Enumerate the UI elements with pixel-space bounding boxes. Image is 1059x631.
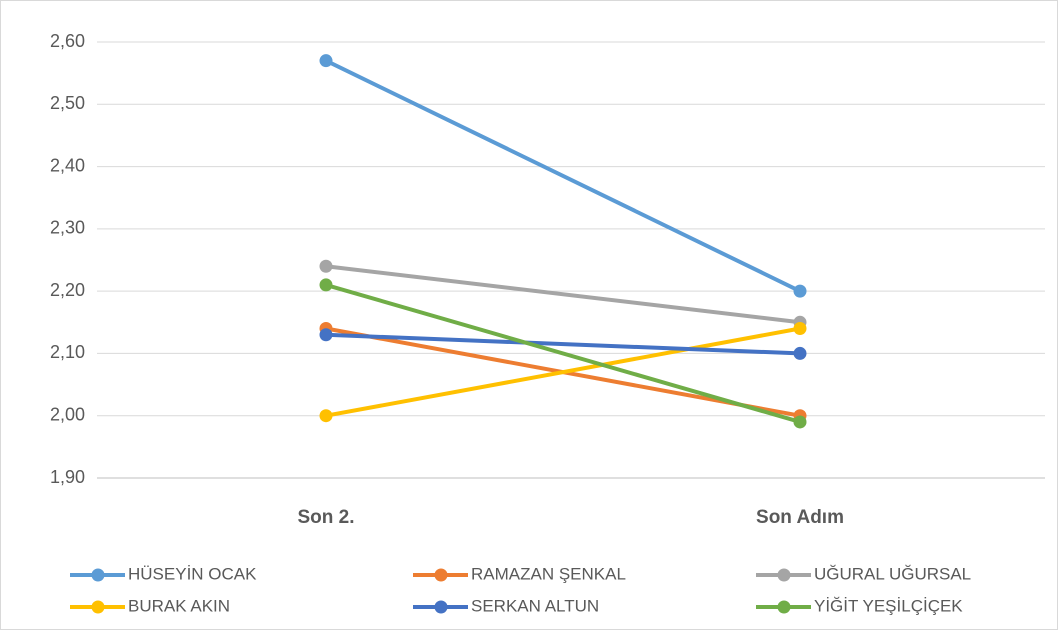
legend-label: RAMAZAN ŞENKAL <box>471 564 626 583</box>
series-marker <box>793 322 807 336</box>
legend-label: UĞURAL UĞURSAL <box>814 564 971 583</box>
legend-label: SERKAN ALTUN <box>471 596 599 615</box>
legend-marker <box>777 600 791 614</box>
series-line <box>324 282 802 424</box>
series-marker <box>319 278 333 292</box>
series-marker <box>793 346 807 360</box>
legend-marker <box>434 600 448 614</box>
y-tick-label: 2,20 <box>50 280 85 300</box>
legend-label: HÜSEYİN OCAK <box>128 564 257 583</box>
series-marker <box>793 284 807 298</box>
legend-marker <box>777 568 791 582</box>
legend-marker <box>434 568 448 582</box>
legend-marker <box>91 568 105 582</box>
series-marker <box>319 328 333 342</box>
y-tick-label: 2,40 <box>50 155 85 175</box>
y-tick-label: 2,10 <box>50 342 85 362</box>
legend-label: BURAK AKIN <box>128 596 230 615</box>
x-tick-label: Son 2. <box>297 507 354 528</box>
x-tick-label: Son Adım <box>756 507 844 528</box>
series-line <box>324 58 802 294</box>
legend-label: YİĞİT YEŞİLÇİÇEK <box>814 596 963 615</box>
series-line <box>324 264 802 325</box>
series-marker <box>793 415 807 429</box>
series-marker <box>319 409 333 423</box>
y-tick-label: 2,30 <box>50 218 85 238</box>
series-marker <box>319 54 333 68</box>
y-tick-label: 2,00 <box>50 404 85 424</box>
legend-marker <box>91 600 105 614</box>
y-tick-label: 1,90 <box>50 467 85 487</box>
series-line <box>324 326 802 418</box>
y-tick-label: 2,60 <box>50 31 85 51</box>
series-marker <box>319 259 333 273</box>
y-tick-label: 2,50 <box>50 93 85 113</box>
series-line <box>324 332 802 356</box>
